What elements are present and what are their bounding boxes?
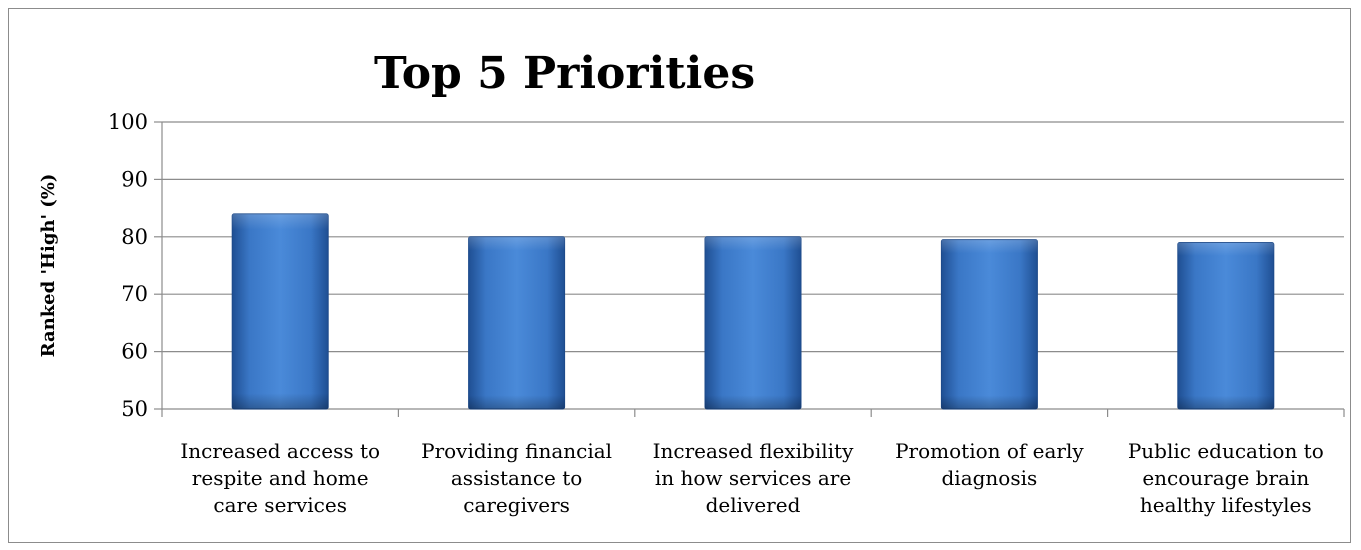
y-tick-label: 60 xyxy=(121,340,148,364)
x-category-label-line: encourage brain xyxy=(1142,466,1309,490)
x-category-label-line: diagnosis xyxy=(942,466,1038,490)
y-tick-label: 90 xyxy=(121,167,148,191)
x-category-label: Public education to encourage brain health… xyxy=(1128,439,1324,517)
bar-shading xyxy=(1177,242,1274,409)
x-category-label-line: caregivers xyxy=(463,493,570,517)
bar-shading xyxy=(941,239,1038,409)
x-category-label-line: Providing financial xyxy=(421,439,612,463)
x-category-label-line: assistance to xyxy=(451,466,582,490)
x-category-label-line: Increased access to xyxy=(180,439,380,463)
x-category-label-line: Increased flexibility xyxy=(653,439,854,463)
y-axis-label: Ranked 'High' (%) xyxy=(38,174,59,358)
y-tick-label: 50 xyxy=(121,397,148,421)
x-category-label-line: Promotion of early xyxy=(895,439,1084,463)
x-category-label-line: respite and home xyxy=(192,466,369,490)
x-category-label: Increased flexibility in how services are… xyxy=(653,439,854,517)
x-category-label-line: healthy lifestyles xyxy=(1140,493,1312,517)
x-category-label: Increased access to respite and home care … xyxy=(180,439,380,517)
x-category-label-line: Public education to xyxy=(1128,439,1324,463)
chart-title: Top 5 Priorities xyxy=(374,48,756,99)
bar-shading xyxy=(232,213,329,409)
bar-shading xyxy=(468,236,565,409)
bars xyxy=(231,213,1275,410)
x-category-label-line: in how services are xyxy=(655,466,851,490)
x-category-label: Providing financial assistance to caregive… xyxy=(421,439,612,517)
x-category-label: Promotion of early diagnosis xyxy=(895,439,1084,490)
y-tick-label: 100 xyxy=(108,110,148,134)
x-category-label-line: care services xyxy=(213,493,347,517)
x-category-label-line: delivered xyxy=(706,493,801,517)
x-category-labels: Increased access to respite and home care … xyxy=(180,439,1323,517)
bar-shading xyxy=(705,236,801,409)
y-tick-label: 70 xyxy=(121,282,148,306)
y-tick-label: 80 xyxy=(121,225,148,249)
y-tick-labels: 50 60 70 80 90 100 xyxy=(108,110,148,421)
